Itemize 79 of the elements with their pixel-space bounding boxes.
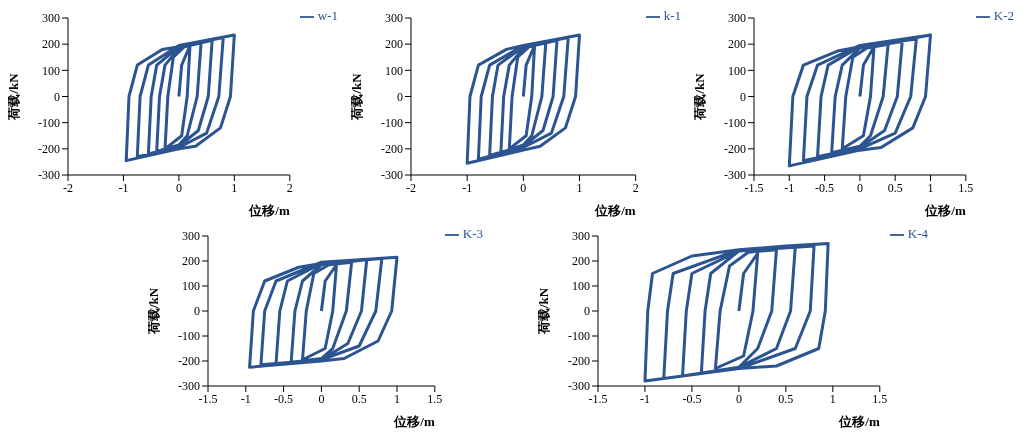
- x-tick-label: 1: [576, 180, 583, 195]
- y-tick-label: 0: [397, 89, 403, 104]
- y-tick-label: 100: [42, 63, 60, 78]
- x-tick-label: 0.5: [778, 391, 794, 406]
- x-tick-label: -2: [406, 180, 416, 195]
- x-tick-label: -1.5: [744, 180, 764, 195]
- line-series: [124, 33, 236, 163]
- legend-label: K-4: [907, 226, 928, 241]
- y-tick-label: -200: [178, 354, 200, 369]
- line-series: [643, 242, 830, 383]
- x-tick-label: 1.5: [427, 391, 443, 406]
- line-series: [787, 33, 932, 168]
- y-tick-label: 0: [740, 89, 746, 104]
- y-tick-label: -100: [724, 115, 746, 130]
- x-axis-title: 位移/m: [838, 414, 880, 429]
- x-tick-label: 0: [856, 180, 863, 195]
- x-axis-title: 位移/m: [393, 414, 435, 429]
- x-tick-label: -2: [63, 180, 73, 195]
- x-tick-label: 1: [829, 391, 836, 406]
- x-tick-label: -1: [240, 391, 251, 406]
- y-tick-label: 300: [385, 11, 403, 26]
- y-tick-label: -200: [38, 142, 60, 157]
- x-tick-label: 0.5: [887, 180, 903, 195]
- y-tick-label: -100: [381, 115, 403, 130]
- y-tick-label: -100: [38, 115, 60, 130]
- y-tick-label: 100: [182, 279, 200, 294]
- x-tick-label: 0: [318, 391, 325, 406]
- y-tick-label: 200: [182, 254, 200, 269]
- y-tick-label: -200: [724, 142, 746, 157]
- y-tick-label: 300: [182, 229, 200, 244]
- x-tick-label: -1: [118, 180, 129, 195]
- x-axis-title: 位移/m: [924, 203, 966, 218]
- y-tick-label: 100: [385, 63, 403, 78]
- y-tick-label: -200: [381, 142, 403, 157]
- x-axis-title: 位移/m: [248, 203, 290, 218]
- legend-label: K-3: [462, 226, 483, 241]
- x-tick-label: 1: [393, 391, 400, 406]
- x-tick-label: 1: [231, 180, 238, 195]
- x-tick-label: 2: [632, 180, 639, 195]
- x-tick-label: 0.5: [351, 391, 367, 406]
- y-tick-label: -100: [178, 329, 200, 344]
- x-tick-label: 1: [927, 180, 934, 195]
- y-tick-label: -300: [724, 168, 746, 183]
- line-series: [248, 255, 399, 369]
- y-tick-label: -100: [568, 329, 590, 344]
- y-tick-label: 100: [728, 63, 746, 78]
- legend-label: K-2: [993, 8, 1014, 23]
- y-tick-label: 0: [54, 89, 60, 104]
- x-tick-label: -1: [639, 391, 650, 406]
- y-tick-label: -300: [381, 168, 403, 183]
- x-tick-label: -1.5: [198, 391, 218, 406]
- y-tick-label: -300: [38, 168, 60, 183]
- line-series: [465, 33, 581, 165]
- x-tick-label: -0.5: [274, 391, 294, 406]
- x-tick-label: 0: [520, 180, 527, 195]
- x-tick-label: -0.5: [815, 180, 835, 195]
- x-tick-label: -1: [462, 180, 473, 195]
- y-tick-label: 200: [42, 37, 60, 52]
- y-tick-label: 300: [42, 11, 60, 26]
- y-tick-label: 0: [584, 304, 590, 319]
- x-axis-title: 位移/m: [594, 203, 636, 218]
- x-tick-label: 1.5: [958, 180, 974, 195]
- legend-label: k-1: [663, 8, 681, 23]
- x-tick-label: 2: [286, 180, 293, 195]
- y-tick-label: 0: [194, 304, 200, 319]
- y-tick-label: -300: [178, 379, 200, 394]
- y-tick-label: -200: [568, 354, 590, 369]
- x-tick-label: 1.5: [872, 391, 888, 406]
- legend-label: w-1: [317, 8, 338, 23]
- y-tick-label: -300: [568, 379, 590, 394]
- y-tick-label: 300: [728, 11, 746, 26]
- y-tick-label: 200: [572, 254, 590, 269]
- x-tick-label: -0.5: [682, 391, 702, 406]
- y-tick-label: 200: [385, 37, 403, 52]
- y-tick-label: 100: [572, 279, 590, 294]
- x-tick-label: -1.5: [588, 391, 608, 406]
- y-tick-label: 300: [572, 229, 590, 244]
- x-tick-label: -1: [784, 180, 795, 195]
- y-tick-label: 200: [728, 37, 746, 52]
